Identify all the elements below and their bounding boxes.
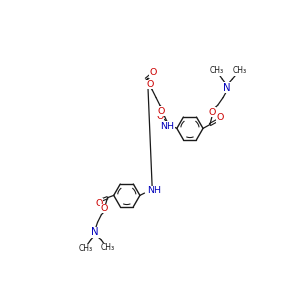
Text: O: O bbox=[156, 112, 164, 121]
Text: O: O bbox=[216, 113, 224, 122]
Text: O: O bbox=[100, 204, 107, 213]
Text: O: O bbox=[208, 108, 216, 117]
Text: O: O bbox=[95, 199, 103, 208]
Text: NH: NH bbox=[160, 122, 175, 130]
Text: CH₃: CH₃ bbox=[100, 243, 115, 252]
Text: N: N bbox=[223, 82, 231, 93]
Text: CH₃: CH₃ bbox=[210, 66, 224, 75]
Text: CH₃: CH₃ bbox=[233, 66, 247, 75]
Text: O: O bbox=[158, 107, 165, 116]
Text: O: O bbox=[146, 80, 154, 89]
Text: O: O bbox=[149, 68, 157, 77]
Text: CH₃: CH₃ bbox=[78, 244, 92, 253]
Text: NH: NH bbox=[148, 186, 162, 195]
Text: N: N bbox=[92, 227, 99, 237]
